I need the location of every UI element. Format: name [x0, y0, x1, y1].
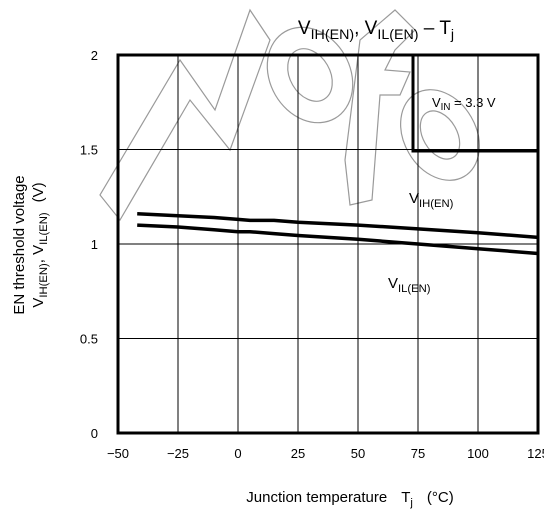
series-line-vil: [137, 223, 539, 256]
y-tick-label: 0.5: [80, 332, 98, 347]
chart-title: VIH(EN), VIL(EN) – Tj: [298, 18, 454, 43]
series-lines: [137, 212, 539, 256]
annotation-vin: VIN = 3.3 V: [432, 95, 496, 113]
x-tick-label: 50: [351, 446, 365, 461]
series-line-vih: [137, 212, 539, 240]
y-axis-label-line1: EN threshold voltage: [11, 175, 28, 314]
x-tick-label: 100: [467, 446, 489, 461]
x-tick-label: 0: [234, 446, 241, 461]
series-label-vih: VIH(EN): [409, 190, 454, 210]
series-label-vil: VIL(EN): [388, 275, 431, 295]
y-tick-labels: 0 0.5 1 1.5 2: [80, 48, 98, 441]
plot-border: [116, 53, 540, 435]
y-tick-label: 2: [91, 48, 98, 63]
grid: [118, 55, 538, 433]
x-tick-label: 75: [411, 446, 425, 461]
y-axis-label-line2: VIH(EN), VIL(EN)(V): [30, 182, 50, 307]
y-tick-label: 1.5: [80, 143, 98, 158]
x-tick-label: −25: [167, 446, 189, 461]
x-axis-label: Junction temperature Tj (°C): [246, 489, 453, 509]
plot-frame: [116, 53, 540, 435]
x-tick-label: −50: [107, 446, 129, 461]
annotation-box: [411, 53, 540, 153]
y-tick-label: 1: [91, 237, 98, 252]
y-axis-label: EN threshold voltage VIH(EN), VIL(EN)(V): [11, 175, 50, 314]
y-tick-label: 0: [91, 426, 98, 441]
x-tick-label: 125: [527, 446, 544, 461]
x-tick-label: 25: [291, 446, 305, 461]
x-tick-labels: −50 −25 0 25 50 75 100 125: [107, 446, 544, 461]
